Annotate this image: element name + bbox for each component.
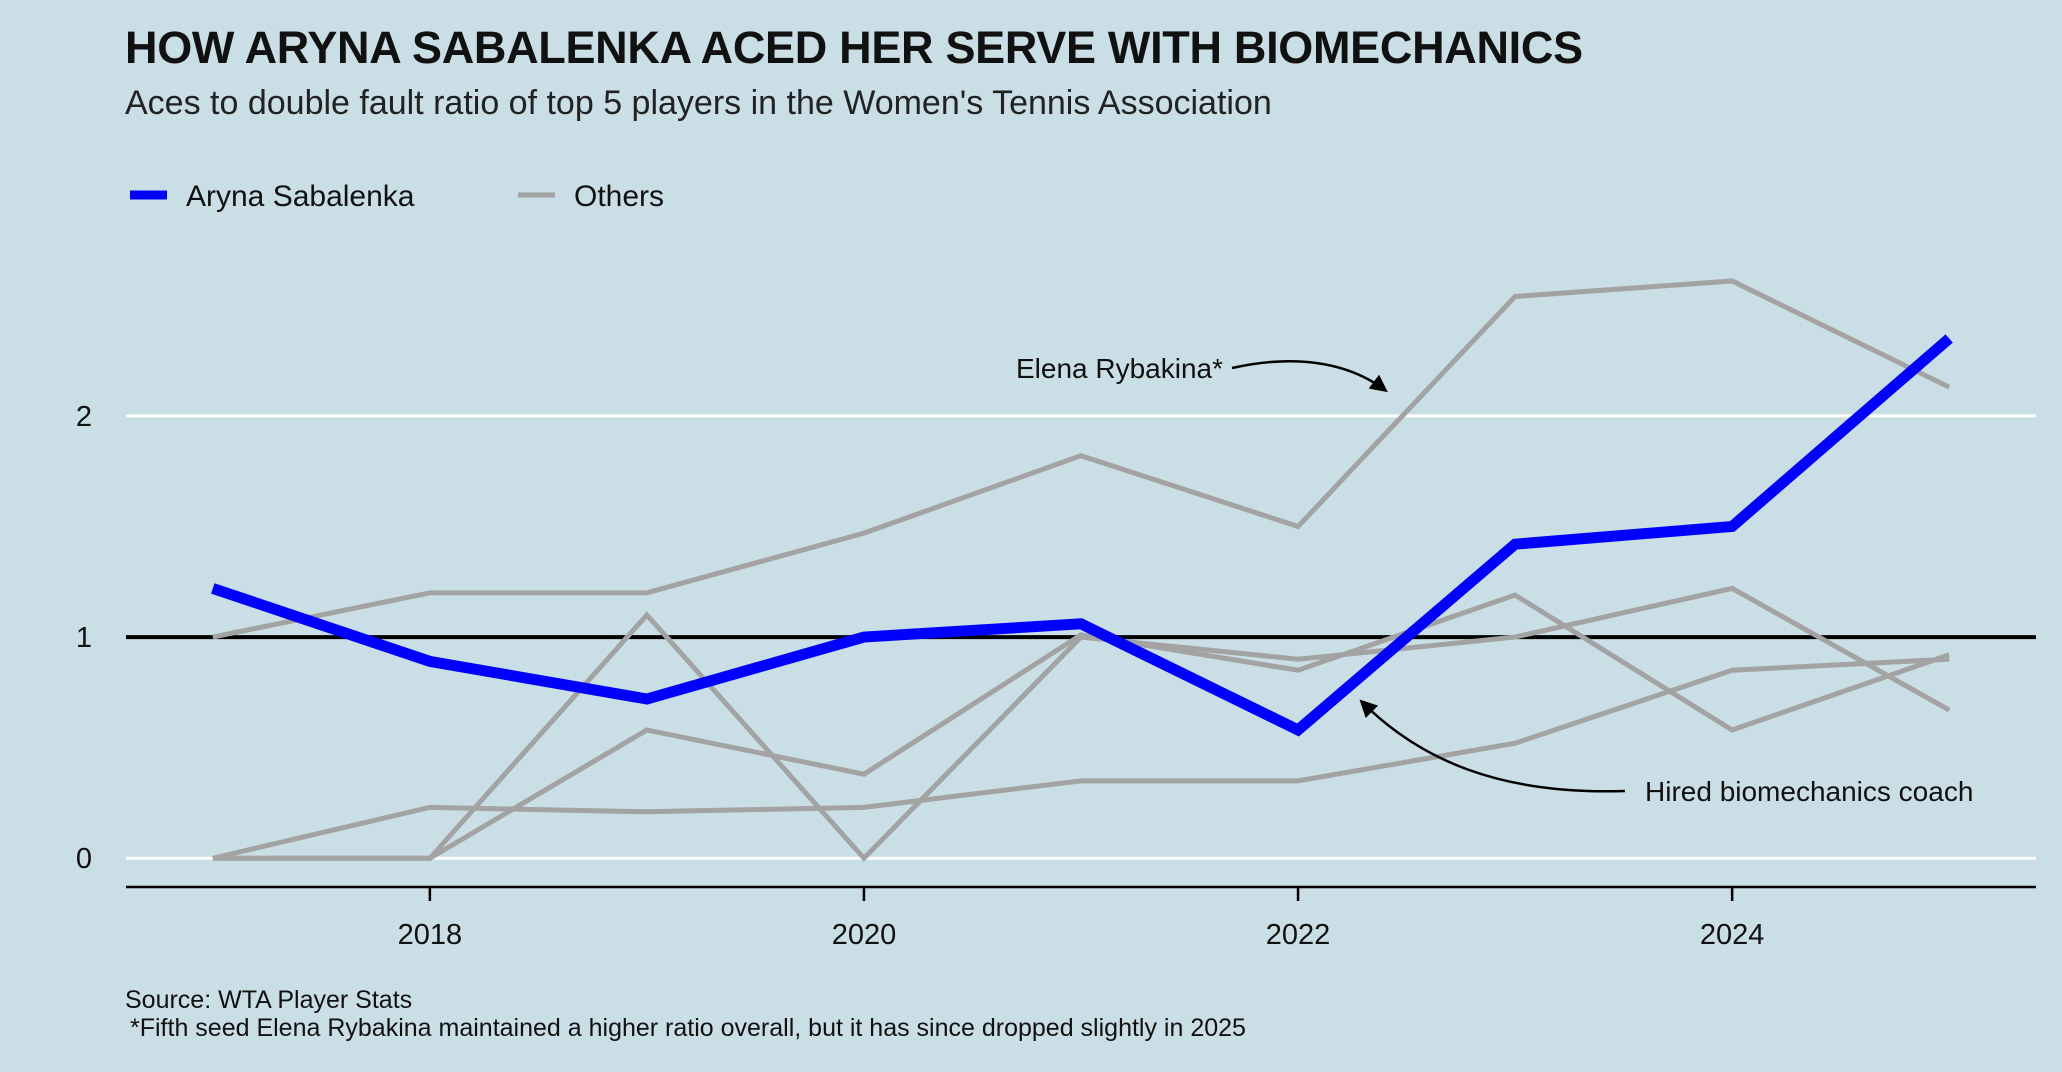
x-tick-label: 2022 <box>1266 919 1331 951</box>
series-line-other-3 <box>212 592 1951 861</box>
y-axis: 0 1 2 <box>76 401 92 875</box>
x-tick-label: 2024 <box>1700 919 1765 951</box>
series-line-sabalenka <box>211 334 1953 737</box>
y-tick-label: 2 <box>76 401 92 433</box>
highlight-series <box>211 334 1953 737</box>
chart-title: HOW ARYNA SABALENKA ACED HER SERVE WITH … <box>125 22 1583 73</box>
chart-subtitle: Aces to double fault ratio of top 5 play… <box>125 84 1272 122</box>
other-series <box>212 278 1951 862</box>
annotation-rybakina-label: Elena Rybakina* <box>1016 353 1223 384</box>
annotation-coach-arrow <box>1359 699 1626 793</box>
source-note: Source: WTA Player Stats <box>125 986 413 1014</box>
legend-label-sabalenka: Aryna Sabalenka <box>186 180 415 213</box>
x-tick-label: 2018 <box>398 919 463 951</box>
annotation-rybakina: Elena Rybakina* <box>1016 353 1388 393</box>
legend: Aryna Sabalenka Others <box>130 180 664 213</box>
y-tick-label: 1 <box>76 622 92 654</box>
annotation-coach-label: Hired biomechanics coach <box>1645 776 1973 807</box>
footnote: *Fifth seed Elena Rybakina maintained a … <box>130 1014 1246 1042</box>
series-line-other-4 <box>212 656 1950 861</box>
series-line-other-1 <box>212 278 1951 640</box>
x-tick-label: 2020 <box>832 919 897 951</box>
annotation-rybakina-arrow <box>1231 360 1388 393</box>
chart-footer: Source: WTA Player Stats *Fifth seed Ele… <box>125 986 1246 1042</box>
annotation-coach: Hired biomechanics coach <box>1359 699 1973 807</box>
y-tick-label: 0 <box>76 843 92 875</box>
x-axis: 2018 2020 2022 2024 <box>126 885 2036 951</box>
legend-label-others: Others <box>574 180 664 213</box>
